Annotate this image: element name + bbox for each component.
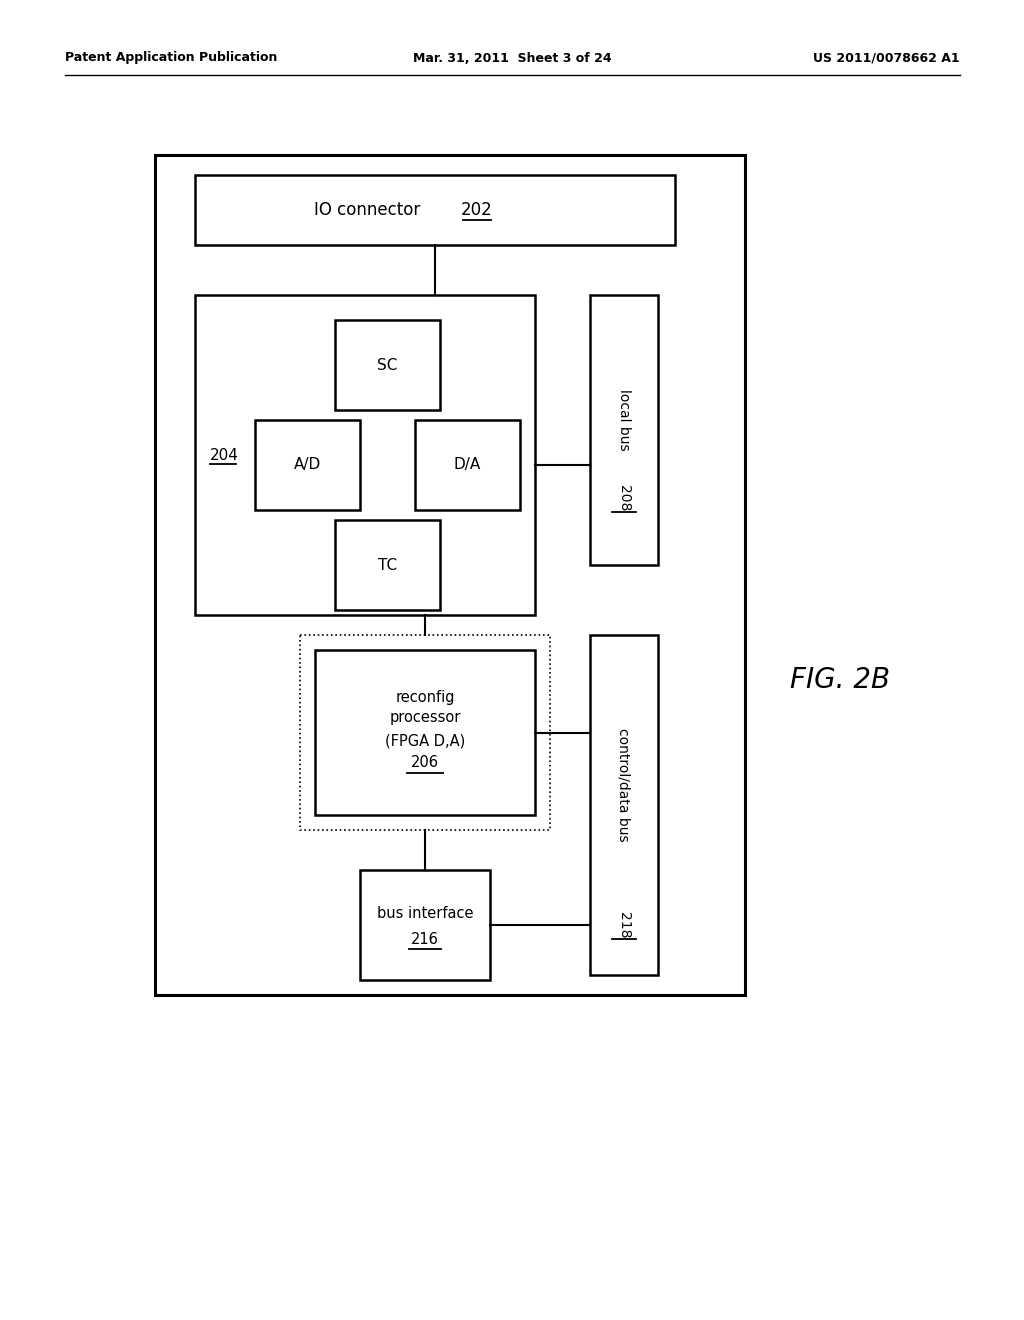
Text: bus interface: bus interface — [377, 906, 473, 920]
Bar — [590, 635, 658, 975]
Text: FIG. 2B: FIG. 2B — [790, 667, 890, 694]
Text: control/data bus: control/data bus — [617, 729, 631, 842]
Text: US 2011/0078662 A1: US 2011/0078662 A1 — [813, 51, 961, 65]
Bar — [360, 870, 490, 979]
Bar — [300, 635, 550, 830]
Text: 218: 218 — [617, 912, 631, 939]
Text: SC: SC — [377, 358, 397, 372]
Text: A/D: A/D — [294, 458, 322, 473]
Text: local bus: local bus — [617, 389, 631, 451]
Text: D/A: D/A — [454, 458, 481, 473]
Text: 216: 216 — [411, 932, 439, 946]
Text: (FPGA D,A): (FPGA D,A) — [385, 733, 465, 748]
Text: Mar. 31, 2011  Sheet 3 of 24: Mar. 31, 2011 Sheet 3 of 24 — [413, 51, 611, 65]
Text: processor: processor — [389, 710, 461, 725]
Text: reconfig: reconfig — [395, 690, 455, 705]
Bar — [590, 294, 658, 565]
Bar — [195, 294, 535, 615]
Bar — [255, 420, 360, 510]
Bar — [415, 420, 520, 510]
Text: 208: 208 — [617, 484, 631, 511]
Bar — [335, 319, 440, 411]
Bar — [335, 520, 440, 610]
Bar — [155, 154, 745, 995]
Bar — [195, 176, 675, 246]
Text: IO connector: IO connector — [313, 201, 425, 219]
Text: TC: TC — [378, 557, 397, 573]
Text: 202: 202 — [461, 201, 493, 219]
Bar — [315, 649, 535, 814]
Text: Patent Application Publication: Patent Application Publication — [65, 51, 278, 65]
Text: 206: 206 — [411, 755, 439, 770]
Text: 204: 204 — [210, 447, 239, 462]
